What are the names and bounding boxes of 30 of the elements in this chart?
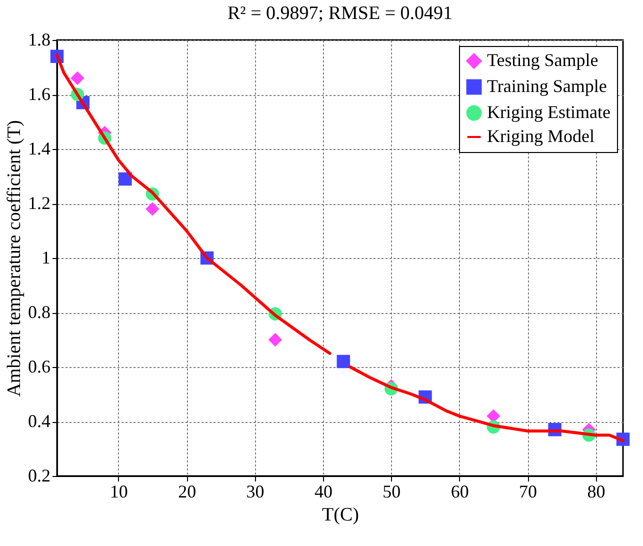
- x-tick-label: 70: [519, 482, 538, 502]
- legend-label: Kriging Model: [487, 126, 594, 146]
- x-tick-label: 50: [382, 482, 401, 502]
- y-tick-label: 0.8: [28, 302, 50, 322]
- chart-title: R² = 0.9897; RMSE = 0.0491: [227, 3, 453, 24]
- point: [336, 354, 350, 368]
- legend-label: Kriging Estimate: [487, 102, 610, 122]
- point: [268, 333, 282, 346]
- point: [146, 202, 160, 216]
- x-tick-label: 40: [314, 482, 332, 502]
- y-tick-label: 1.8: [28, 30, 50, 50]
- point: [486, 409, 500, 423]
- y-tick-label: 0.6: [28, 356, 50, 376]
- y-tick-label: 1.6: [28, 84, 50, 104]
- x-tick-label: 30: [246, 482, 264, 502]
- y-tick-label: 1.2: [28, 193, 50, 213]
- x-axis-title: T(C): [322, 504, 359, 526]
- x-tick-label: 80: [587, 482, 606, 502]
- point: [70, 72, 84, 85]
- x-tick-label: 10: [110, 482, 128, 502]
- x-tick-label: 20: [178, 482, 196, 502]
- y-axis-title: Ambient temperature coefficient (T): [4, 120, 25, 397]
- x-tick-label: 60: [450, 482, 469, 502]
- point: [118, 172, 132, 186]
- y-tick-label: 0.2: [28, 466, 50, 486]
- legend-label: Training Sample: [487, 76, 607, 96]
- legend-label: Testing Sample: [487, 50, 598, 70]
- y-tick-label: 0.4: [28, 411, 50, 431]
- y-tick-label: 1: [42, 248, 50, 268]
- y-tick-label: 1.4: [28, 138, 50, 158]
